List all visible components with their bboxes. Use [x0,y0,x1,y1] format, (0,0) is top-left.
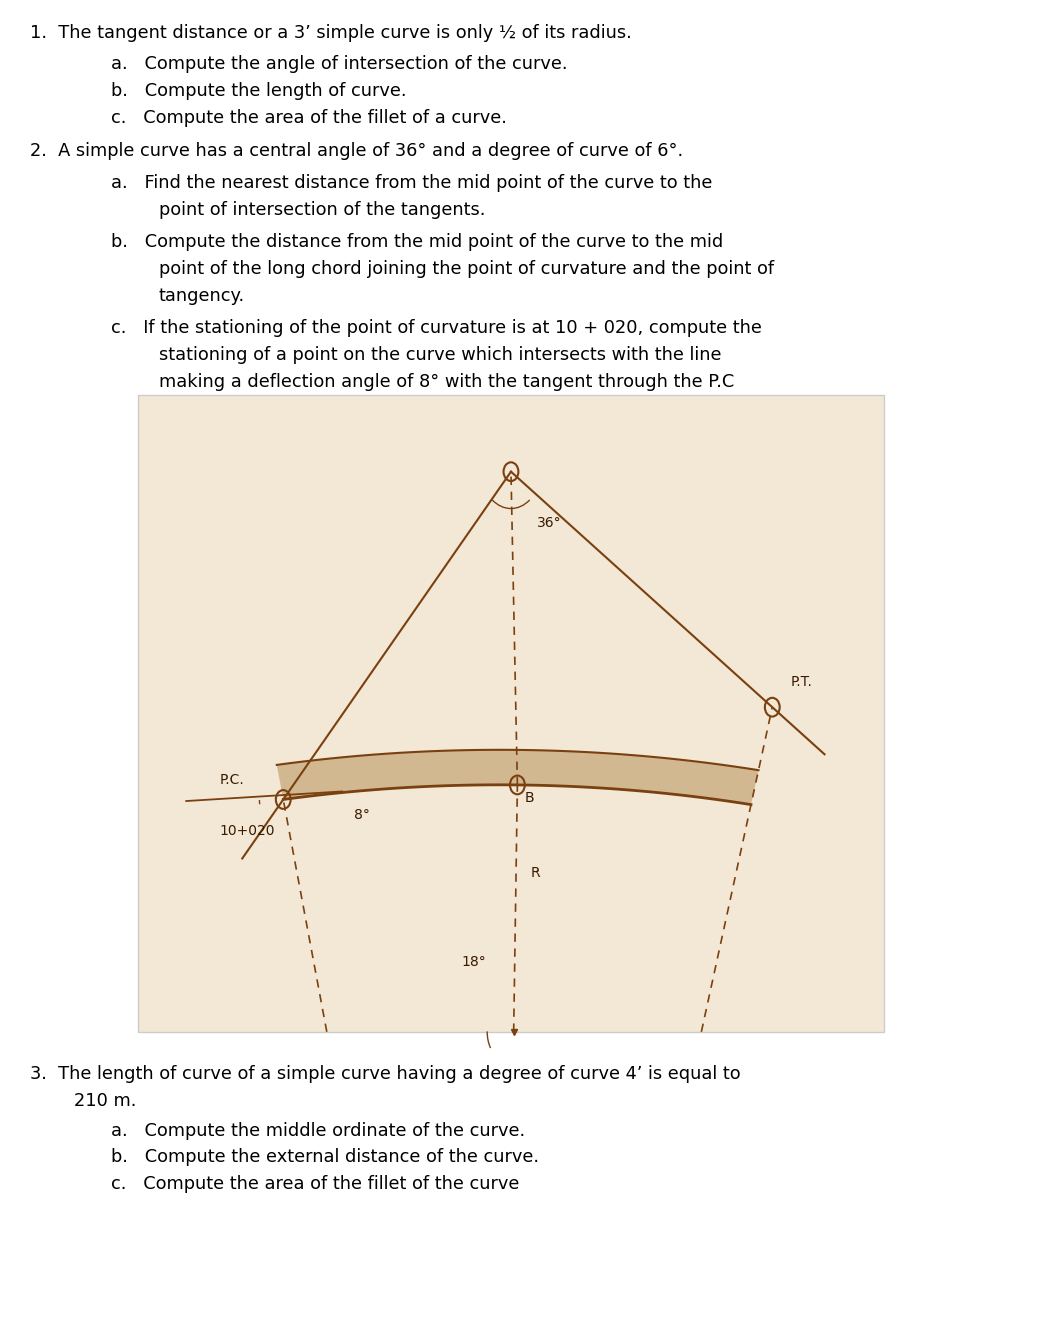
Text: 1.  The tangent distance or a 3’ simple curve is only ½ of its radius.: 1. The tangent distance or a 3’ simple c… [30,24,631,42]
Text: b.   Compute the length of curve.: b. Compute the length of curve. [111,82,407,99]
Text: b.   Compute the external distance of the curve.: b. Compute the external distance of the … [111,1148,539,1166]
Text: c.   Compute the area of the fillet of a curve.: c. Compute the area of the fillet of a c… [111,109,507,126]
Text: b.   Compute the distance from the mid point of the curve to the mid: b. Compute the distance from the mid poi… [111,233,723,251]
Text: 36°: 36° [537,516,561,531]
Text: 18°: 18° [462,955,486,969]
Text: 8°: 8° [354,808,370,823]
Text: point of intersection of the tangents.: point of intersection of the tangents. [159,201,485,218]
Text: making a deflection angle of 8° with the tangent through the P.C: making a deflection angle of 8° with the… [159,373,734,390]
Text: a.   Compute the middle ordinate of the curve.: a. Compute the middle ordinate of the cu… [111,1122,525,1139]
Text: 210 m.: 210 m. [74,1092,137,1110]
Text: 10+020: 10+020 [220,824,275,839]
Text: a.   Compute the angle of intersection of the curve.: a. Compute the angle of intersection of … [111,55,568,72]
Text: 2.  A simple curve has a central angle of 36° and a degree of curve of 6°.: 2. A simple curve has a central angle of… [30,142,683,159]
Text: R: R [531,866,540,879]
Text: stationing of a point on the curve which intersects with the line: stationing of a point on the curve which… [159,346,721,363]
Text: c.   If the stationing of the point of curvature is at 10 + 020, compute the: c. If the stationing of the point of cur… [111,319,762,336]
Text: P.C.: P.C. [220,773,245,788]
Bar [138,395,884,1032]
Text: tangency.: tangency. [159,287,245,304]
Text: P.T.: P.T. [791,675,813,689]
Text: B: B [525,792,535,805]
Text: a.   Find the nearest distance from the mid point of the curve to the: a. Find the nearest distance from the mi… [111,174,713,192]
Text: point of the long chord joining the point of curvature and the point of: point of the long chord joining the poin… [159,260,774,277]
Text: 3.  The length of curve of a simple curve having a degree of curve 4’ is equal t: 3. The length of curve of a simple curve… [30,1065,740,1083]
Text: c.   Compute the area of the fillet of the curve: c. Compute the area of the fillet of the… [111,1175,520,1193]
Polygon shape [276,750,758,804]
